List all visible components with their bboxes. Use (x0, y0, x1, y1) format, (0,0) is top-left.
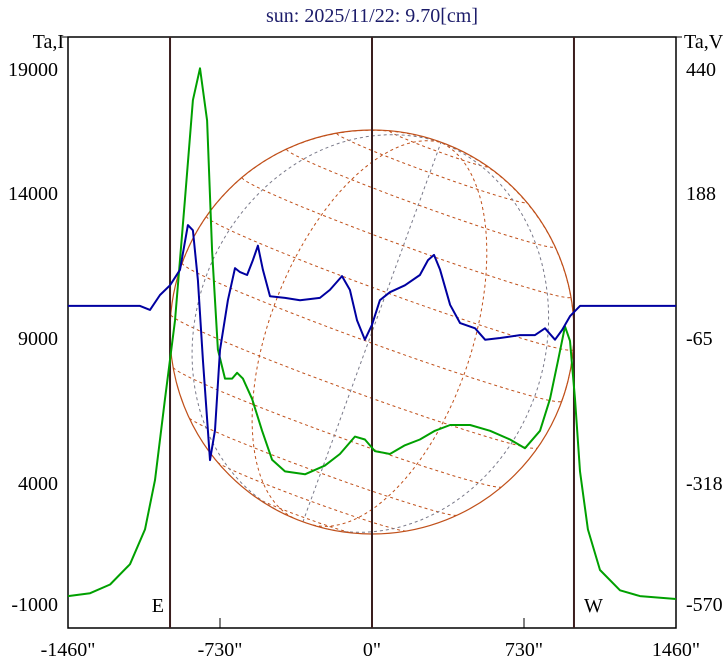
x-tick-label: -730" (198, 639, 243, 661)
longitude-line (191, 134, 442, 516)
x-tick-label: 0" (363, 639, 381, 661)
y-left-axis-label: Ta,I (33, 31, 64, 53)
y-right-tick-label: 188 (686, 183, 716, 205)
y-left-tick-label: 19000 (8, 59, 58, 81)
x-tick-label: 730" (505, 639, 543, 661)
longitude-line (440, 141, 575, 402)
longitude-line (312, 141, 488, 527)
latitude-line (336, 133, 527, 204)
latitude-line (181, 262, 563, 403)
y-left-tick-label: 9000 (18, 328, 58, 350)
latitude-line (189, 417, 457, 516)
latitude-line (389, 130, 489, 168)
y-right-tick-label: -65 (686, 328, 713, 350)
latitude-line (286, 149, 556, 248)
latitude-line (206, 216, 574, 351)
y-right-tick-label: -318 (686, 473, 723, 495)
series-V-line (68, 224, 676, 462)
latitude-line (170, 314, 538, 450)
limb-label-W: W (584, 595, 603, 617)
y-left-tick-label: 4000 (18, 473, 58, 495)
y-right-tick-label: -570 (686, 594, 723, 616)
longitude-line (302, 142, 442, 523)
y-left-tick-label: -1000 (11, 594, 58, 616)
chart-title: sun: 2025/11/22: 9.70[cm] (266, 5, 478, 27)
y-right-tick-label: 440 (686, 59, 716, 81)
limb-label-E: E (152, 595, 164, 617)
y-left-tick-label: 14000 (8, 183, 58, 205)
solar-disk (169, 129, 575, 535)
x-tick-label: 1460" (652, 639, 700, 661)
y-right-axis-label: Ta,V (684, 31, 724, 53)
x-tick-label: -1460" (41, 639, 96, 661)
latitude-line (256, 497, 354, 534)
